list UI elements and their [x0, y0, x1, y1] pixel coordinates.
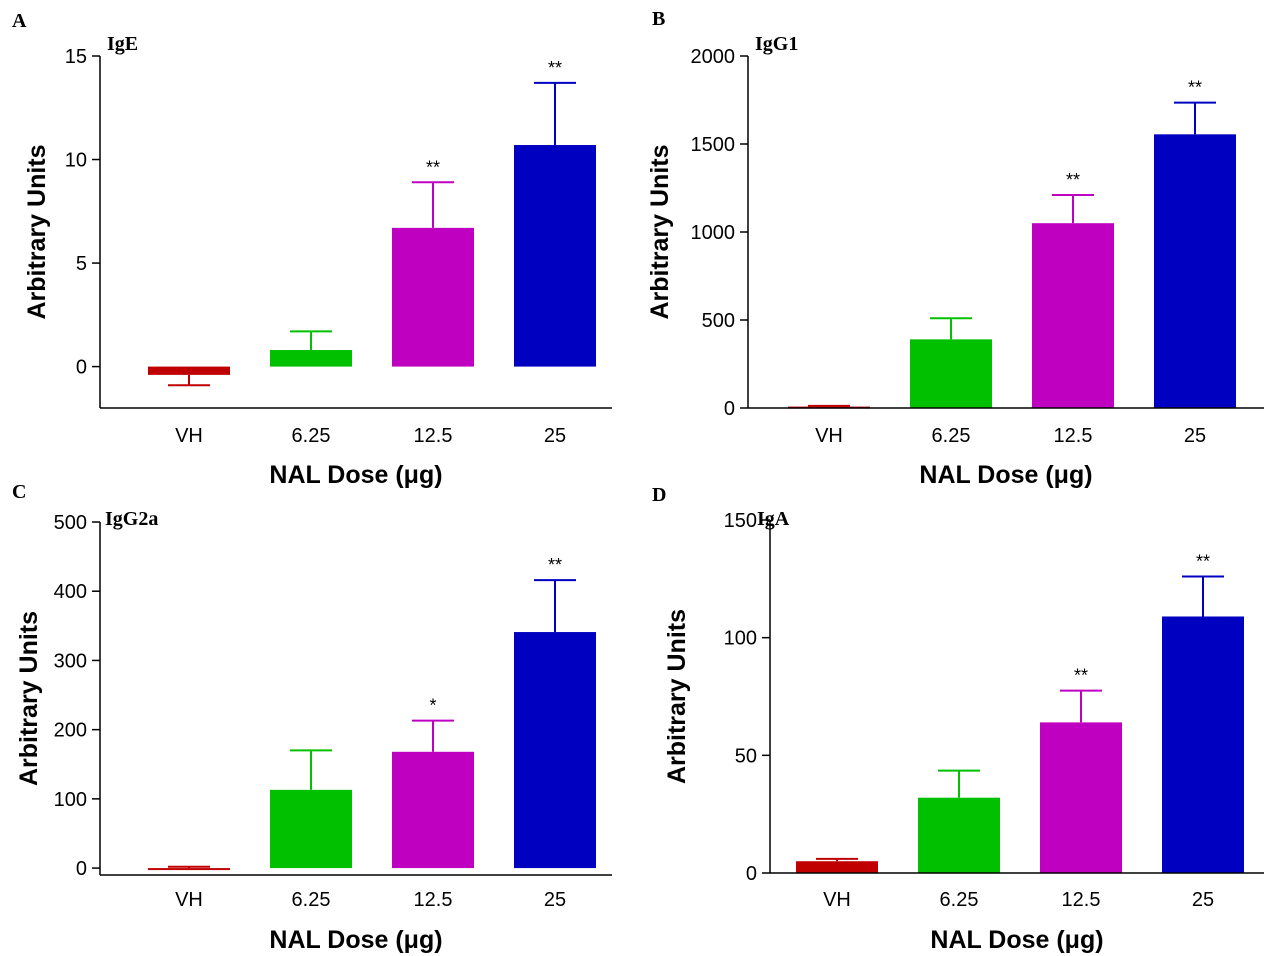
error-bar-6.25 [930, 317, 972, 340]
panel-letter: D [652, 484, 666, 506]
bar-25 [1154, 134, 1236, 408]
x-tick-label: 6.25 [932, 425, 971, 447]
y-tick-label: 100 [54, 789, 87, 811]
x-axis-title: NAL Dose (μg) [269, 926, 442, 954]
y-axis-title: Arbitrary Units [646, 144, 674, 319]
panel-title: IgE [107, 33, 138, 55]
chart-panel-c: C IgG2a VH 6.25 * 12.5 ** 25 0 100 200 300 400 500 NAL… [12, 481, 612, 954]
bar-VH [148, 868, 230, 871]
error-bar-12.5 [412, 181, 454, 228]
error-bar-25 [1174, 101, 1216, 135]
error-bar-12.5 [1060, 689, 1102, 723]
chart-panel-b: B IgG1 VH 6.25 ** 12.5 ** 25 0 500 1000 1500 2000 NAL… [646, 8, 1264, 489]
error-bar-12.5 [412, 719, 454, 752]
error-bar-6.25 [290, 330, 332, 351]
significance-marker: * [429, 696, 436, 716]
bar-25 [514, 632, 596, 869]
error-bar-6.25 [938, 769, 980, 798]
y-tick-label: 10 [65, 150, 87, 172]
significance-marker: ** [1066, 170, 1080, 190]
y-tick-label: 1000 [691, 222, 736, 244]
bar-6.25 [918, 797, 1000, 873]
y-tick-label: 2000 [691, 46, 736, 68]
panel-letter: B [652, 8, 665, 30]
y-tick-label: 100 [724, 628, 757, 650]
chart-panel-d: D IgA VH 6.25 ** 12.5 ** 25 0 50 100 150 NAL Dose (μ… [652, 484, 1264, 954]
significance-marker: ** [1074, 666, 1088, 686]
bar-12.5 [1032, 223, 1114, 408]
y-axis-title: Arbitrary Units [663, 609, 691, 784]
x-axis-title: NAL Dose (μg) [930, 926, 1103, 954]
panel-title: IgA [757, 508, 790, 530]
chart-panel-a: A IgE VH 6.25 ** 12.5 ** 25 0 5 10 15 NAL Dose (μg) A… [12, 10, 612, 489]
panel-title: IgG1 [755, 33, 798, 55]
error-bar-25 [1182, 575, 1224, 617]
x-tick-label: 6.25 [940, 889, 979, 911]
bar-VH [796, 861, 878, 873]
y-tick-label: 150 [724, 510, 757, 532]
error-bar-VH [808, 404, 850, 407]
significance-marker: ** [1188, 78, 1202, 98]
y-tick-label: 1500 [691, 134, 736, 156]
bar-12.5 [392, 751, 474, 869]
x-tick-label: 6.25 [292, 889, 331, 911]
error-bar-25 [534, 81, 576, 146]
y-tick-label: 0 [724, 398, 735, 420]
y-tick-label: 500 [54, 512, 87, 534]
error-bar-VH [168, 865, 210, 869]
bar-VH [148, 366, 230, 375]
bar-25 [514, 145, 596, 367]
significance-marker: ** [426, 157, 440, 177]
x-tick-label: 25 [544, 889, 566, 911]
y-tick-label: 400 [54, 581, 87, 603]
y-tick-label: 5 [76, 253, 87, 275]
x-tick-label: 25 [1184, 425, 1206, 447]
bar-25 [1162, 616, 1244, 873]
x-axis-title: NAL Dose (μg) [919, 461, 1092, 489]
x-tick-label: 12.5 [1054, 425, 1093, 447]
x-tick-label: 25 [544, 425, 566, 447]
y-tick-label: 15 [65, 46, 87, 68]
y-tick-label: 0 [746, 863, 757, 885]
x-tick-label: 6.25 [292, 425, 331, 447]
error-bar-25 [534, 579, 576, 633]
y-tick-label: 50 [735, 745, 757, 767]
y-axis-title: Arbitrary Units [23, 144, 51, 319]
bar-6.25 [270, 789, 352, 869]
y-tick-label: 500 [702, 310, 735, 332]
panel-letter: A [12, 10, 27, 32]
panel-title: IgG2a [105, 508, 158, 530]
x-tick-label: VH [823, 889, 851, 911]
bar-6.25 [270, 350, 352, 367]
error-bar-12.5 [1052, 194, 1094, 224]
significance-marker: ** [1196, 551, 1210, 571]
significance-marker: ** [548, 58, 562, 78]
y-tick-label: 200 [54, 720, 87, 742]
y-tick-label: 300 [54, 650, 87, 672]
x-tick-label: VH [175, 889, 203, 911]
y-tick-label: 0 [76, 858, 87, 880]
y-tick-label: 0 [76, 357, 87, 379]
panel-letter: C [12, 481, 26, 503]
error-bar-VH [168, 374, 210, 387]
error-bar-VH [816, 857, 858, 862]
bar-12.5 [392, 227, 474, 367]
bar-6.25 [910, 339, 992, 408]
x-tick-label: VH [815, 425, 843, 447]
x-tick-label: 12.5 [414, 889, 453, 911]
error-bar-6.25 [290, 749, 332, 790]
x-tick-label: 12.5 [1062, 889, 1101, 911]
x-axis-title: NAL Dose (μg) [269, 461, 442, 489]
x-tick-label: 12.5 [414, 425, 453, 447]
y-axis-title: Arbitrary Units [15, 611, 43, 786]
x-tick-label: VH [175, 425, 203, 447]
bar-12.5 [1040, 722, 1122, 873]
x-tick-label: 25 [1192, 889, 1214, 911]
significance-marker: ** [548, 555, 562, 575]
